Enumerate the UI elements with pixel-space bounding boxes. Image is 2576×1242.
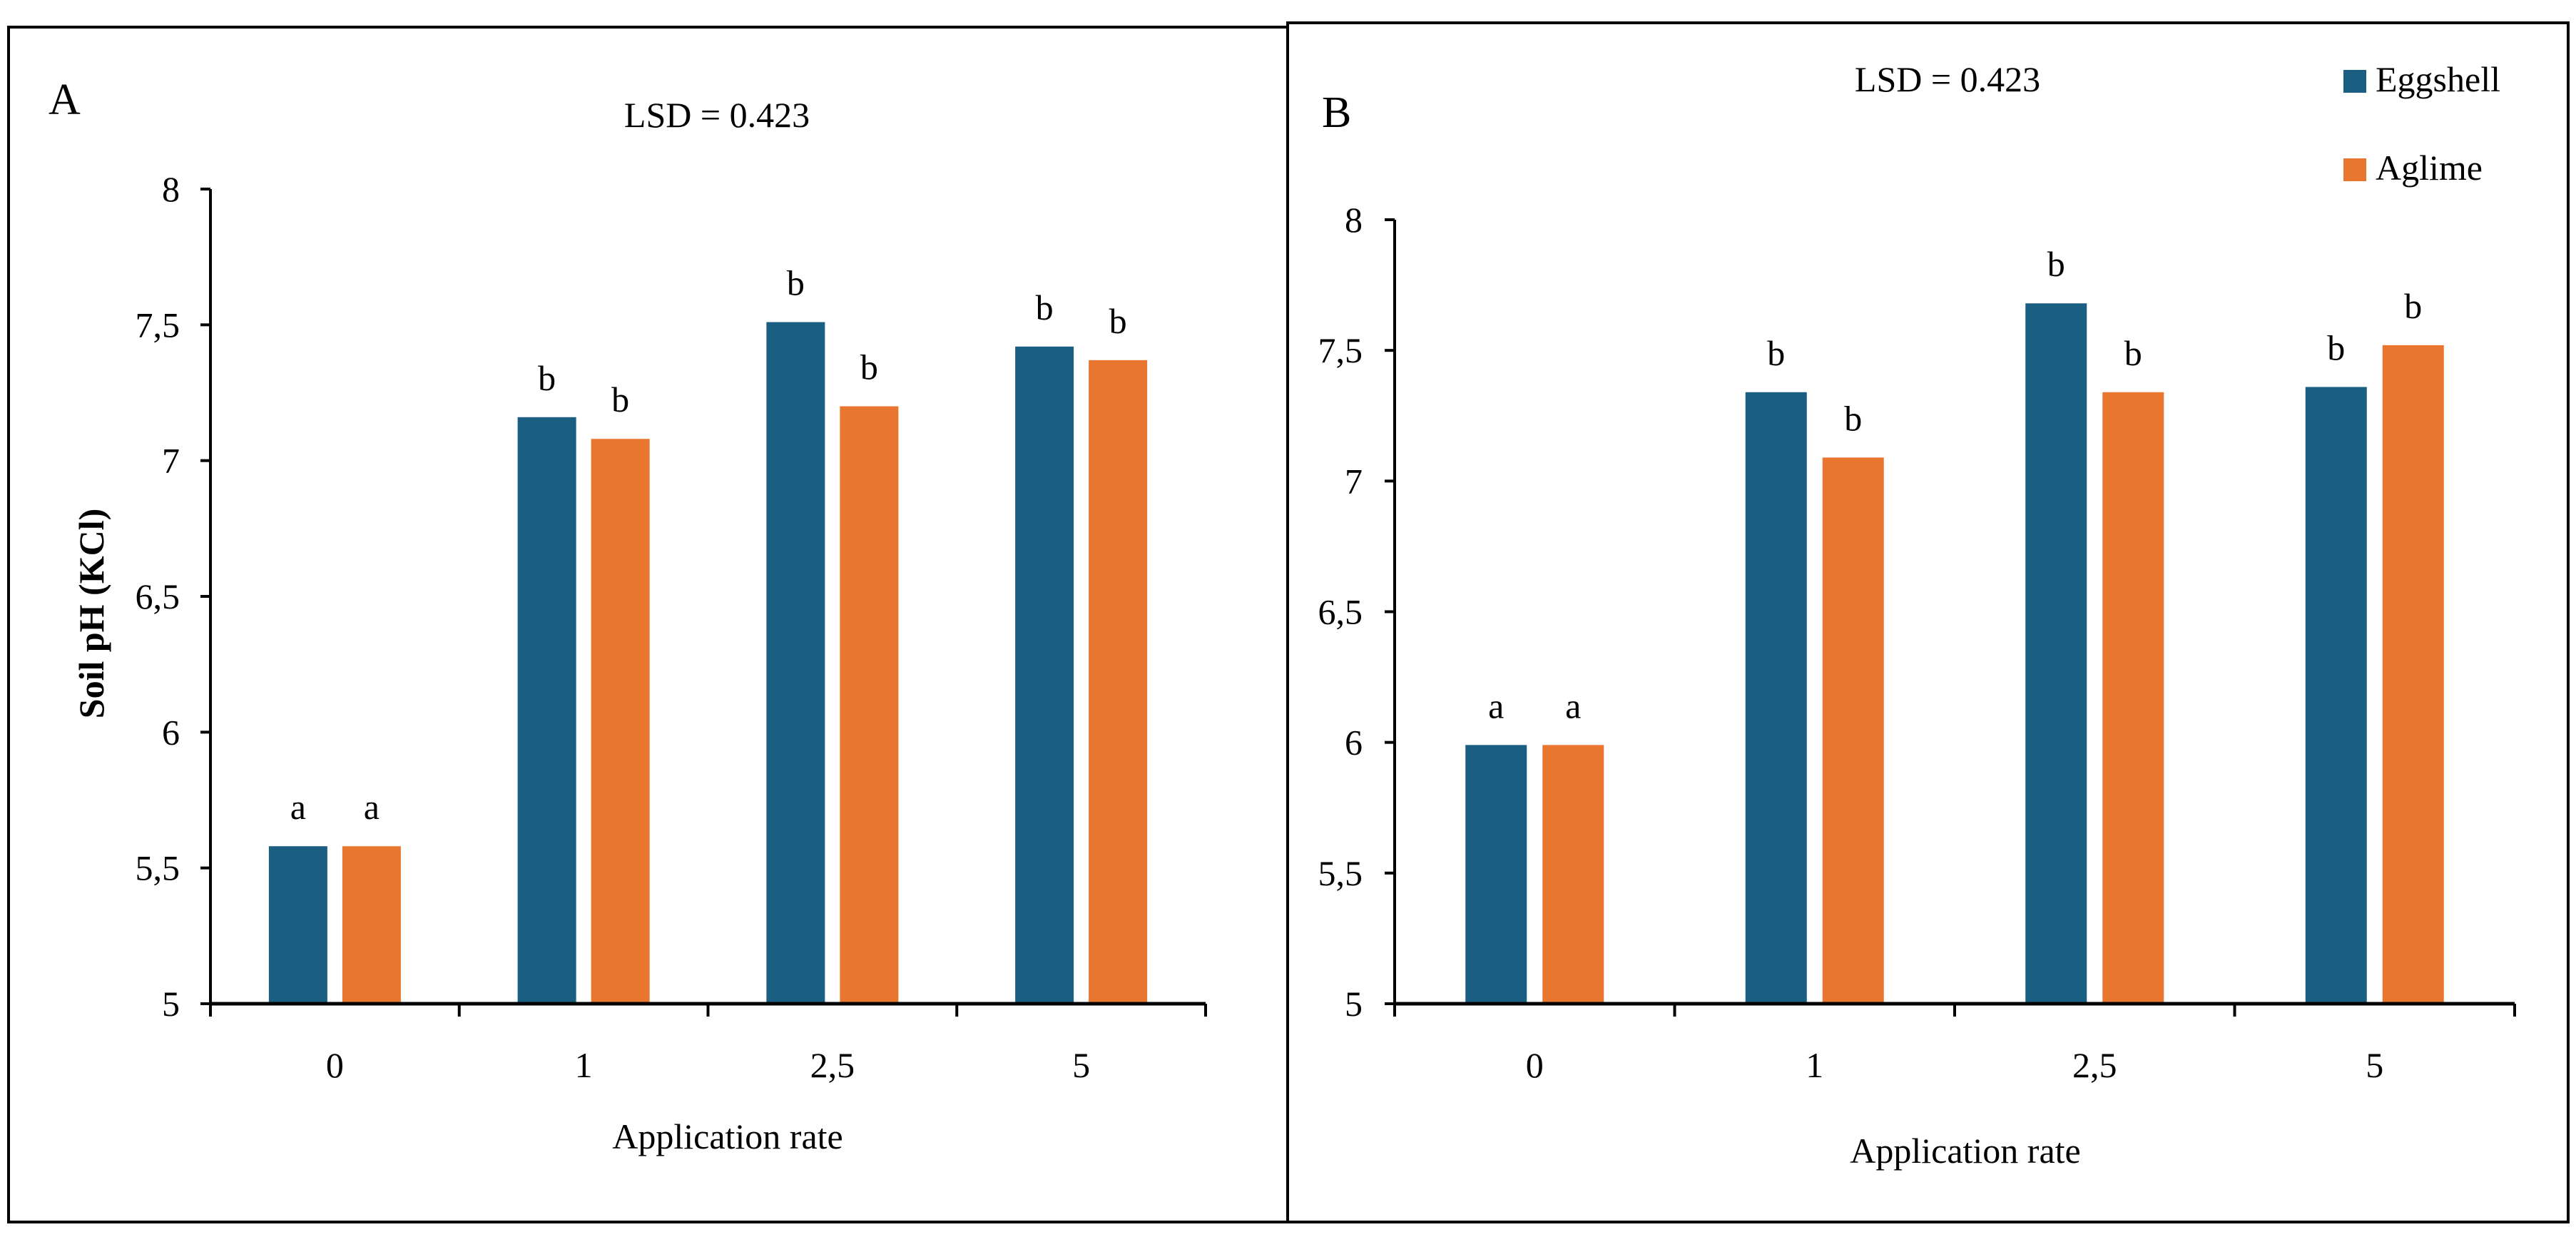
panel-a-xticks: 0 1 2,5 5: [209, 1004, 1207, 1085]
panel-a-significance-letter: b: [787, 263, 805, 303]
panel-a-xtick-label: 5: [1072, 1045, 1090, 1085]
panel-b-ytick-label: 7: [1345, 461, 1363, 501]
panel-b-bars: a a b b b b b b: [1465, 244, 2444, 1004]
panel-b-bar-eggshell-2: [2025, 303, 2087, 1004]
legend-swatch-eggshell: [2343, 70, 2366, 93]
panel-b-significance-letter: b: [2124, 333, 2142, 373]
panel-b-bar-eggshell-3: [2305, 387, 2367, 1004]
panel-a-significance-letter: b: [538, 358, 556, 398]
panel-a-bar-eggshell-0: [268, 846, 327, 1004]
panel-b-significance-letter: b: [2047, 244, 2065, 284]
panel-a-significance-letter: a: [290, 787, 306, 827]
panel-b-xtick-label: 5: [2366, 1045, 2383, 1085]
legend-label-aglime: Aglime: [2376, 148, 2483, 188]
panel-a-ytick-label: 5,5: [136, 848, 180, 888]
panel-a-bar-aglime-2: [840, 406, 899, 1004]
panel-a-ytick-label: 6,5: [136, 576, 180, 616]
panel-a-significance-letter: b: [860, 347, 878, 387]
panel-a-ytick-label: 7,5: [136, 305, 180, 345]
panel-a-ytick-label: 7: [162, 441, 180, 481]
panel-b-xtick-label: 1: [1806, 1045, 1823, 1085]
panel-b-ytick-label: 7,5: [1318, 330, 1363, 370]
panel-b-ytick-label: 5,5: [1318, 853, 1363, 893]
panel-b-significance-letter: b: [1844, 398, 1862, 438]
panel-b-xlabel: Application rate: [1850, 1131, 2081, 1171]
panel-b-yticks: 5 5,5 6 6,5 7 7,5 8: [1318, 200, 1395, 1024]
panel-b-bar-aglime-2: [2102, 392, 2164, 1004]
panel-b-significance-letter: b: [2404, 286, 2422, 326]
panel-a-bar-aglime-3: [1089, 360, 1148, 1004]
panel-a-bars: a a b b b b b b: [268, 263, 1148, 1004]
panel-a: A LSD = 0.423 Soil pH (KCl) Application …: [49, 76, 1207, 1156]
legend: Eggshell Aglime: [2343, 59, 2500, 188]
panel-b-bar-eggshell-0: [1465, 745, 1527, 1004]
panel-a-significance-letter: a: [364, 787, 380, 827]
panel-b-bar-eggshell-1: [1745, 392, 1807, 1004]
panel-a-ytick-label: 6: [162, 712, 180, 752]
panel-a-lsd: LSD = 0.423: [624, 95, 810, 135]
panel-a-bar-eggshell-3: [1015, 346, 1074, 1004]
panel-b-ytick-label: 8: [1345, 200, 1363, 240]
panel-b-significance-letter: b: [1767, 333, 1785, 373]
panel-a-bar-aglime-0: [342, 846, 401, 1004]
panel-b-xticks: 0 1 2,5 5: [1393, 1004, 2516, 1085]
panel-b: B LSD = 0.423 Application rate 5 5,5 6 6,5 7…: [1318, 59, 2516, 1171]
panel-a-xtick-label: 2,5: [810, 1045, 855, 1085]
legend-label-eggshell: Eggshell: [2376, 59, 2500, 99]
panel-a-significance-letter: b: [1109, 301, 1127, 341]
panel-a-bar-eggshell-2: [766, 322, 825, 1004]
panel-b-ytick-label: 5: [1345, 984, 1363, 1024]
panel-b-significance-letter: a: [1488, 686, 1504, 726]
panel-b-bar-aglime-0: [1542, 745, 1604, 1004]
panel-a-ylabel: Soil pH (KCl): [71, 509, 111, 718]
panel-b-bar-aglime-3: [2382, 345, 2444, 1004]
panel-b-bar-aglime-1: [1822, 457, 1884, 1004]
panel-a-xtick-label: 0: [326, 1045, 344, 1085]
panel-a-label: A: [49, 76, 81, 124]
panel-b-xtick-label: 2,5: [2072, 1045, 2117, 1085]
panel-a-xtick-label: 1: [575, 1045, 593, 1085]
panel-a-bar-aglime-1: [591, 439, 650, 1004]
panel-b-significance-letter: b: [2327, 327, 2345, 367]
panel-a-ytick-label: 5: [162, 984, 180, 1024]
panel-a-significance-letter: b: [611, 380, 629, 419]
panel-a-ytick-label: 8: [162, 169, 180, 209]
legend-swatch-aglime: [2343, 158, 2366, 181]
panel-b-label: B: [1322, 88, 1351, 137]
panel-a-bar-eggshell-1: [517, 417, 576, 1004]
panel-b-frame: [1286, 21, 2570, 1223]
panel-a-significance-letter: b: [1036, 287, 1054, 327]
panel-b-xtick-label: 0: [1526, 1045, 1544, 1085]
panel-b-lsd: LSD = 0.423: [1855, 59, 2040, 99]
panel-a-xlabel: Application rate: [612, 1116, 843, 1156]
panel-b-ytick-label: 6: [1345, 723, 1363, 763]
panel-a-yticks: 5 5,5 6 6,5 7 7,5 8: [136, 169, 210, 1024]
panel-b-significance-letter: a: [1565, 686, 1581, 726]
panel-b-ytick-label: 6,5: [1318, 592, 1363, 632]
